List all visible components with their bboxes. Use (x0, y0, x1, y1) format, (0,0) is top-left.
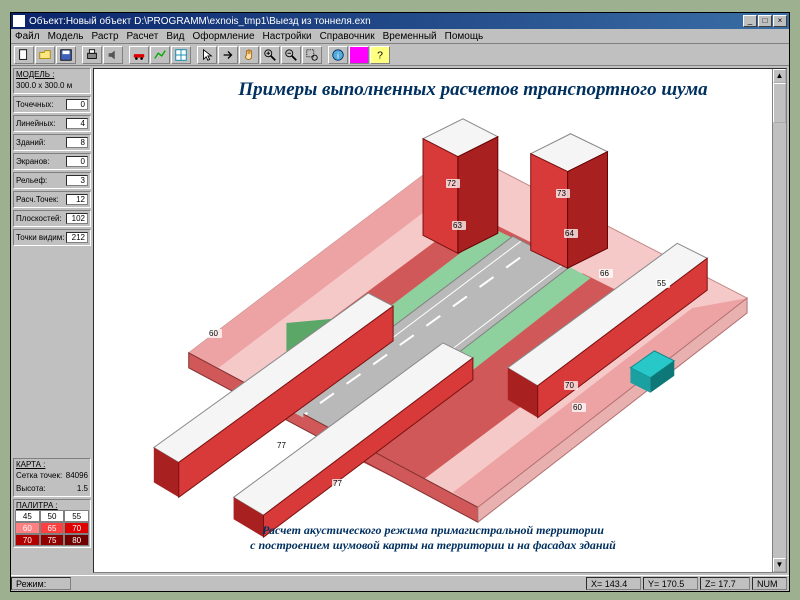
app-window: Объект:Новый объект D:\PROGRAMM\exnois_t… (10, 12, 790, 592)
menu-файл[interactable]: Файл (15, 31, 40, 42)
model-size: 300.0 x 300.0 м (16, 81, 72, 90)
model-row: Расч.Точек:12 (13, 191, 91, 208)
menu-bar: Файл Модель Растр Расчет Вид Оформление Настро… (11, 29, 789, 44)
palette-cell[interactable]: 70 (64, 522, 89, 534)
close-button[interactable]: × (773, 15, 787, 27)
model-row: Плоскостей:102 (13, 210, 91, 227)
model-row: Точечных:0 (13, 96, 91, 113)
db-label: 60 (208, 329, 222, 338)
menu-модель[interactable]: Модель (48, 31, 84, 42)
db-label: 70 (564, 381, 578, 390)
menu-оформление[interactable]: Оформление (192, 31, 254, 42)
svg-text:i: i (337, 51, 339, 60)
open-icon[interactable] (35, 46, 55, 64)
model-row: Рельеф:3 (13, 172, 91, 189)
db-label: 55 (656, 279, 670, 288)
caption-line1: Расчет акустического режима примагистрал… (262, 523, 604, 537)
palette-head: ПАЛИТРА : (15, 501, 89, 510)
palette-cell[interactable]: 50 (40, 510, 65, 522)
karta-panel: КАРТА : Сетка точек:84096Высота:1.5 (13, 458, 91, 497)
db-label: 77 (276, 441, 290, 450)
scroll-up-icon[interactable]: ▲ (773, 69, 786, 83)
db-label: 77 (332, 479, 346, 488)
help-icon[interactable]: ? (370, 46, 390, 64)
db-label: 64 (564, 229, 578, 238)
db-label: 73 (556, 189, 570, 198)
sound-icon[interactable] (103, 46, 123, 64)
palette-cell[interactable]: 80 (64, 534, 89, 546)
maximize-button[interactable]: □ (758, 15, 772, 27)
palette-cell[interactable]: 45 (15, 510, 40, 522)
scroll-thumb[interactable] (773, 83, 786, 123)
db-label: 72 (446, 179, 460, 188)
palette-cell[interactable]: 65 (40, 522, 65, 534)
palette-row: 455055 (15, 510, 89, 522)
model-head: МОДЕЛЬ : (15, 70, 89, 79)
viewport[interactable]: Примеры выполненных расчетов транспортно… (93, 68, 787, 573)
overlay-caption: Расчет акустического режима примагистрал… (134, 523, 732, 554)
caption-line2: с построением шумовой карты на территори… (250, 538, 616, 552)
menu-вид[interactable]: Вид (166, 31, 184, 42)
model-row: Линейных:4 (13, 115, 91, 132)
db-label: 63 (452, 221, 466, 230)
side-panel: МОДЕЛЬ : 300.0 x 300.0 м Точечных:0 Линей… (13, 68, 91, 573)
client-area: МОДЕЛЬ : 300.0 x 300.0 м Точечных:0 Линей… (11, 66, 789, 575)
zoom-sel-icon[interactable] (302, 46, 322, 64)
graph-icon[interactable] (150, 46, 170, 64)
palette-row: 606570 (15, 522, 89, 534)
arrow-icon[interactable] (218, 46, 238, 64)
karta-row: Сетка точек:84096 (15, 469, 89, 482)
model-row: Зданий:8 (13, 134, 91, 151)
menu-растр[interactable]: Растр (92, 31, 119, 42)
print-icon[interactable] (82, 46, 102, 64)
db-label: 60 (572, 403, 586, 412)
palette-cell[interactable]: 75 (40, 534, 65, 546)
menu-временный[interactable]: Временный (383, 31, 437, 42)
palette-cell[interactable]: 60 (15, 522, 40, 534)
window-buttons: _ □ × (743, 15, 787, 27)
grid-icon[interactable] (171, 46, 191, 64)
status-z: Z= 17.7 (700, 577, 750, 590)
hand-icon[interactable] (239, 46, 259, 64)
db-label: 66 (599, 269, 613, 278)
palette-cell[interactable]: 55 (64, 510, 89, 522)
menu-справочник[interactable]: Справочник (320, 31, 375, 42)
new-icon[interactable] (14, 46, 34, 64)
model-row: Экранов:0 (13, 153, 91, 170)
karta-row: Высота:1.5 (15, 482, 89, 495)
window-title: Объект:Новый объект D:\PROGRAMM\exnois_t… (29, 16, 743, 27)
model-row: Точки видим:212 (13, 229, 91, 246)
status-mode: Режим: (11, 577, 71, 590)
svg-text:?: ? (377, 49, 383, 61)
zoom-in-icon[interactable] (260, 46, 280, 64)
menu-настройки[interactable]: Настройки (263, 31, 312, 42)
toolbar: i? (11, 44, 789, 66)
model-panel: МОДЕЛЬ : 300.0 x 300.0 м (13, 68, 91, 94)
car-icon[interactable] (129, 46, 149, 64)
save-icon[interactable] (56, 46, 76, 64)
scroll-down-icon[interactable]: ▼ (773, 558, 786, 572)
palette-row: 707580 (15, 534, 89, 546)
info-icon[interactable]: i (328, 46, 348, 64)
scene-3d: Примеры выполненных расчетов транспортно… (94, 69, 772, 572)
vertical-scrollbar[interactable]: ▲ ▼ (772, 69, 786, 572)
app-icon (13, 15, 25, 27)
status-x: X= 143.4 (586, 577, 641, 590)
title-bar: Объект:Новый объект D:\PROGRAMM\exnois_t… (11, 13, 789, 29)
menu-помощь[interactable]: Помощь (445, 31, 484, 42)
minimize-button[interactable]: _ (743, 15, 757, 27)
zoom-out-icon[interactable] (281, 46, 301, 64)
status-num: NUM (752, 577, 787, 590)
palette-panel: ПАЛИТРА : 455055606570707580 (13, 499, 91, 548)
cursor-icon[interactable] (197, 46, 217, 64)
magenta-icon[interactable] (349, 46, 369, 64)
palette-cell[interactable]: 70 (15, 534, 40, 546)
status-y: Y= 170.5 (643, 577, 698, 590)
karta-head: КАРТА : (15, 460, 89, 469)
overlay-title: Примеры выполненных расчетов транспортно… (204, 79, 742, 101)
menu-расчет[interactable]: Расчет (127, 31, 159, 42)
status-bar: Режим: X= 143.4 Y= 170.5 Z= 17.7 NUM (11, 575, 789, 591)
